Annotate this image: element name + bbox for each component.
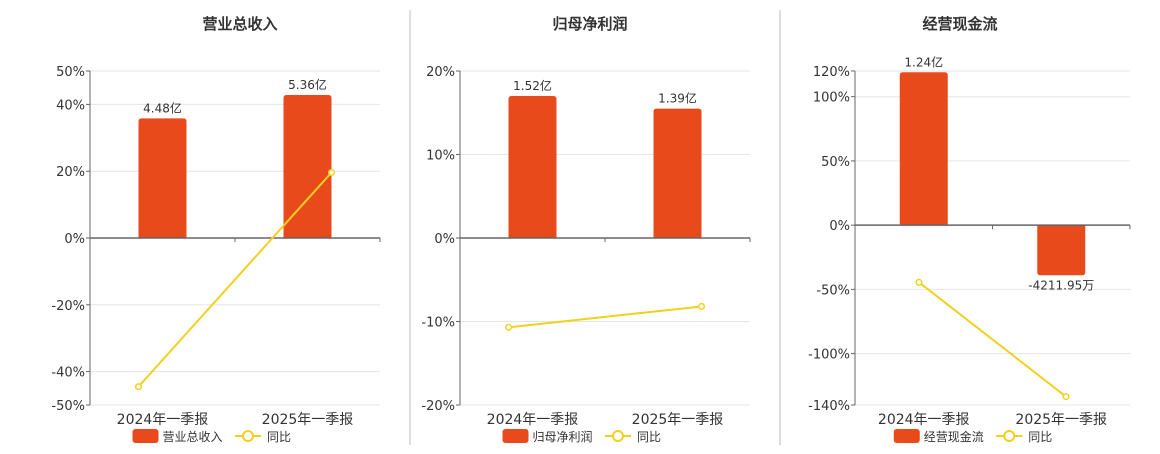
y-tick-label: 0% — [829, 219, 850, 234]
y-tick-label: 100% — [813, 91, 850, 106]
bar — [899, 72, 948, 226]
x-tick-label: 2025年一季报 — [1015, 412, 1107, 428]
bar-value-label: 5.36亿 — [288, 77, 327, 92]
legend-bar-label: 经营现金流 — [924, 429, 984, 444]
chart-legend: 营业总收入 同比 — [132, 429, 291, 444]
chart-legend: 经营现金流 同比 — [893, 429, 1052, 444]
x-tick-label: 2024年一季报 — [487, 412, 579, 428]
bar — [1037, 225, 1086, 276]
y-tick-label: -10% — [421, 316, 455, 331]
x-tick-label: 2025年一季报 — [262, 412, 354, 428]
yoy-point — [134, 383, 143, 391]
yoy-point — [697, 302, 706, 311]
legend-line-label: 同比 — [267, 430, 291, 444]
bar — [653, 108, 702, 238]
chart-title: 归母净利润 — [552, 15, 627, 33]
y-tick-label: 0% — [434, 232, 455, 247]
bar-value-label: 1.52亿 — [513, 78, 552, 93]
legend-line-marker — [1003, 430, 1016, 442]
x-tick-label: 2024年一季报 — [117, 412, 209, 428]
yoy-line — [137, 171, 333, 388]
chart-legend: 归母净利润 同比 — [502, 429, 661, 444]
chart-panel-3: 经营现金流 -140% -100% -50% 0% 50% 100% 120% 1.24亿 -42… — [808, 15, 1131, 444]
legend-bar-swatch — [132, 429, 159, 443]
bar-value-label: 1.39亿 — [658, 91, 697, 106]
y-tick-label: -140% — [808, 399, 850, 414]
bar-value-label: 4.48亿 — [143, 100, 182, 115]
legend-line-label: 同比 — [637, 430, 661, 444]
bar-value-label: -4211.95万 — [1028, 278, 1094, 292]
legend-bar-label: 归母净利润 — [533, 430, 593, 444]
y-tick-label: 0% — [64, 232, 85, 247]
x-tick-label: 2025年一季报 — [632, 412, 724, 428]
chart-panel-1: 营业总收入 -50% -40% -20% 0% 20% 40% 50% 4.48亿 5.36亿 20… — [51, 15, 381, 444]
bar-value-label: 1.24亿 — [904, 54, 943, 69]
legend-line-label: 同比 — [1028, 430, 1052, 444]
y-tick-label: 40% — [56, 98, 85, 113]
legend-line-marker — [242, 430, 254, 442]
legend-bar-swatch — [893, 429, 920, 443]
yoy-line — [918, 281, 1067, 398]
yoy-point — [504, 323, 513, 331]
chart-title: 经营现金流 — [922, 15, 997, 33]
legend-line-marker — [612, 430, 624, 442]
y-tick-label: 120% — [813, 65, 850, 80]
y-tick-label: -50% — [51, 399, 85, 414]
legend-bar-swatch — [502, 429, 529, 443]
y-tick-label: -20% — [51, 299, 85, 314]
y-tick-label: -40% — [51, 366, 85, 381]
bar — [508, 96, 557, 238]
x-tick-label: 2024年一季报 — [878, 412, 970, 428]
y-tick-label: 50% — [821, 155, 850, 170]
bar — [283, 95, 332, 238]
chart-panel-2: 归母净利润 -20% -10% 0% 10% 20% 1.52亿 1.39亿 2024年一季报 2… — [421, 15, 751, 444]
yoy-point — [915, 278, 923, 286]
y-tick-label: 50% — [56, 65, 85, 80]
y-tick-label: 20% — [56, 165, 85, 180]
legend-bar-label: 营业总收入 — [163, 430, 223, 444]
chart-title: 营业总收入 — [202, 15, 277, 33]
y-tick-label: -50% — [816, 283, 850, 298]
y-tick-label: 20% — [426, 65, 455, 80]
y-tick-label: -100% — [808, 348, 850, 363]
y-tick-label: -20% — [421, 399, 455, 414]
y-tick-label: 10% — [426, 149, 455, 164]
yoy-line — [508, 305, 702, 329]
bar — [138, 118, 187, 238]
yoy-point — [1062, 393, 1070, 401]
yoy-point — [327, 168, 336, 177]
